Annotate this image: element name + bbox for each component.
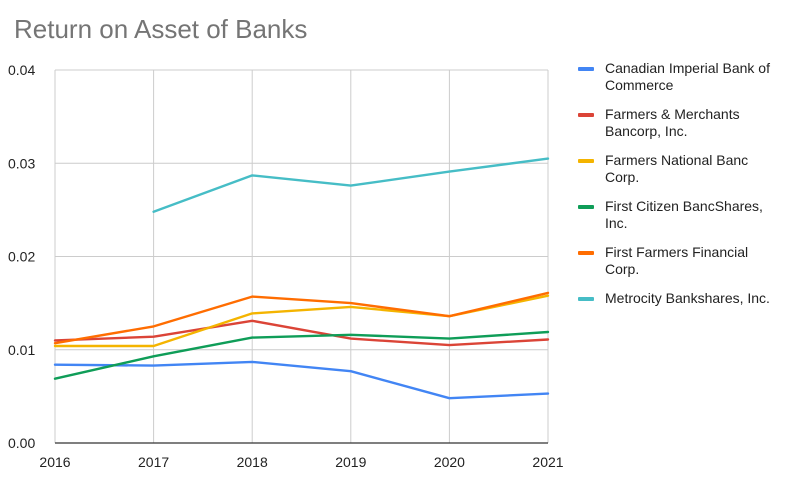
- series-line: [53, 291, 550, 345]
- legend-item: Canadian Imperial Bank of Commerce: [578, 60, 793, 106]
- x-tick-label: 2020: [434, 454, 465, 470]
- series-line: [152, 157, 550, 213]
- legend-swatch: [578, 113, 594, 117]
- chart-title: Return on Asset of Banks: [14, 14, 308, 44]
- legend-label: Canadian Imperial Bank of Commerce: [605, 60, 770, 93]
- legend-swatch: [578, 251, 594, 255]
- legend-label: Farmers National Banc Corp.: [605, 152, 749, 185]
- x-tick-label: 2016: [39, 454, 70, 470]
- legend-label: First Citizen BancShares, Inc.: [605, 198, 763, 231]
- y-tick-label: 0.03: [8, 155, 35, 171]
- legend-swatch: [578, 67, 594, 71]
- legend-item: Metrocity Bankshares, Inc.: [578, 290, 793, 336]
- legend-label: Metrocity Bankshares, Inc.: [605, 290, 770, 306]
- legend-label: Farmers & Merchants Bancorp, Inc.: [605, 106, 740, 139]
- legend-item: First Farmers Financial Corp.: [578, 244, 793, 290]
- x-tick-label: 2021: [532, 454, 563, 470]
- series-line: [53, 360, 550, 400]
- series-lines: [53, 157, 550, 400]
- legend-swatch: [578, 297, 594, 301]
- x-tick-label: 2018: [237, 454, 268, 470]
- legend-item: Farmers & Merchants Bancorp, Inc.: [578, 106, 793, 152]
- y-tick-label: 0.04: [8, 62, 35, 78]
- legend: Canadian Imperial Bank of Commerce Farme…: [578, 60, 793, 336]
- x-tick-label: 2019: [335, 454, 366, 470]
- y-tick-label: 0.00: [8, 435, 35, 451]
- gridlines: [54, 69, 549, 443]
- legend-item: First Citizen BancShares, Inc.: [578, 198, 793, 244]
- legend-item: Farmers National Banc Corp.: [578, 152, 793, 198]
- legend-swatch: [578, 159, 594, 163]
- tick-labels: 0.00 0.01 0.02 0.03 0.04 2016 2017 2018 2019 2020…: [8, 62, 564, 470]
- y-tick-label: 0.02: [8, 249, 35, 265]
- x-tick-label: 2017: [138, 454, 169, 470]
- legend-label: First Farmers Financial Corp.: [605, 244, 749, 277]
- legend-swatch: [578, 205, 594, 209]
- series-line: [53, 330, 550, 380]
- series-line: [53, 319, 550, 347]
- y-tick-label: 0.01: [8, 342, 35, 358]
